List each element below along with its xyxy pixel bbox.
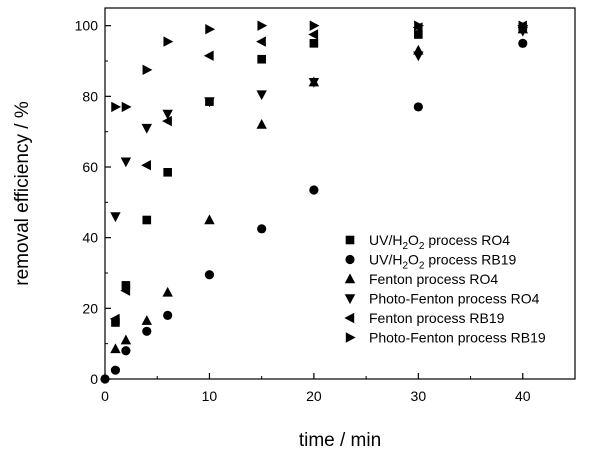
- data-point: [110, 365, 121, 375]
- data-point: [141, 123, 152, 134]
- data-point: [205, 24, 216, 35]
- legend-marker: [344, 312, 355, 324]
- data-point: [162, 286, 173, 297]
- data-point: [256, 90, 267, 101]
- x-axis-title: time / min: [299, 430, 381, 451]
- data-point: [204, 214, 215, 225]
- y-tick-label: 60: [82, 159, 98, 175]
- data-point: [309, 39, 319, 48]
- y-tick-label: 20: [82, 300, 98, 316]
- legend-marker: [344, 294, 356, 305]
- data-point: [162, 109, 173, 120]
- data-points: [100, 20, 529, 384]
- legend-item: Photo-Fenton process RB19: [345, 330, 546, 346]
- x-tick-label: 40: [515, 388, 531, 404]
- plot-frame: [104, 7, 576, 380]
- legend-label: UV/H2O2 process RO4: [369, 232, 510, 252]
- data-point: [414, 20, 424, 31]
- data-point: [111, 318, 120, 327]
- series-6: [111, 20, 529, 113]
- data-point: [204, 270, 215, 280]
- data-point: [100, 374, 110, 384]
- x-tick-label: 20: [306, 388, 322, 404]
- data-point: [308, 29, 319, 40]
- x-axis: 0 10 20 30 40: [101, 373, 531, 404]
- data-point: [142, 215, 152, 225]
- data-point: [257, 224, 267, 234]
- x-tick-label: 30: [411, 388, 427, 404]
- data-point: [203, 50, 214, 61]
- data-point: [414, 30, 423, 39]
- data-point: [309, 20, 320, 31]
- data-point: [308, 78, 320, 88]
- data-point: [142, 326, 152, 336]
- data-point: [256, 36, 266, 47]
- legend-marker: [345, 254, 355, 265]
- y-tick-label: 100: [75, 18, 99, 34]
- legend-label: Fenton process RB19: [369, 310, 505, 326]
- data-point: [120, 334, 132, 345]
- legend-label: Photo-Fenton process RB19: [369, 330, 546, 346]
- legend-marker: [345, 235, 355, 245]
- data-point: [121, 346, 131, 356]
- data-point: [413, 102, 423, 112]
- x-tick-label: 10: [202, 388, 218, 404]
- data-point: [142, 64, 153, 76]
- legend-item: Photo-Fenton process RO4: [344, 291, 540, 307]
- data-point: [120, 157, 132, 168]
- plot-border: [104, 7, 576, 380]
- data-point: [109, 313, 120, 325]
- y-axis: 0 20 40 60 80 100: [75, 18, 111, 387]
- legend-item: UV/H2O2 process RB19: [345, 252, 517, 272]
- legend-label: Photo-Fenton process RO4: [369, 291, 540, 307]
- data-point: [163, 168, 172, 177]
- data-point: [309, 185, 319, 195]
- data-point: [111, 101, 122, 113]
- data-point: [121, 101, 132, 113]
- legend-marker: [344, 273, 356, 284]
- data-point: [518, 20, 529, 31]
- data-point: [163, 36, 174, 47]
- data-point: [257, 20, 268, 31]
- legend-marker: [345, 332, 356, 343]
- data-point: [163, 310, 173, 320]
- x-tick-label: 0: [101, 388, 109, 404]
- data-point: [413, 51, 424, 62]
- legend-label: UV/H2O2 process RB19: [369, 252, 517, 272]
- data-point: [120, 285, 131, 296]
- data-point: [256, 119, 267, 129]
- data-point: [518, 38, 528, 48]
- series-4: [110, 26, 528, 223]
- y-tick-label: 80: [82, 88, 98, 104]
- data-point: [141, 160, 151, 171]
- legend-item: Fenton process RO4: [344, 271, 498, 287]
- legend-item: Fenton process RB19: [344, 310, 505, 326]
- data-point: [141, 315, 152, 325]
- data-point: [162, 115, 172, 127]
- data-point: [121, 281, 131, 290]
- data-point: [257, 54, 266, 64]
- data-point: [204, 97, 215, 108]
- legend-item: UV/H2O2 process RO4: [345, 232, 510, 252]
- series-2: [100, 38, 528, 384]
- y-tick-label: 40: [82, 230, 98, 246]
- y-tick-label: 0: [90, 371, 98, 387]
- legend-label: Fenton process RO4: [369, 271, 498, 287]
- y-axis-title: removal efficiency / %: [12, 101, 33, 286]
- data-point: [110, 212, 121, 223]
- data-point: [110, 343, 121, 354]
